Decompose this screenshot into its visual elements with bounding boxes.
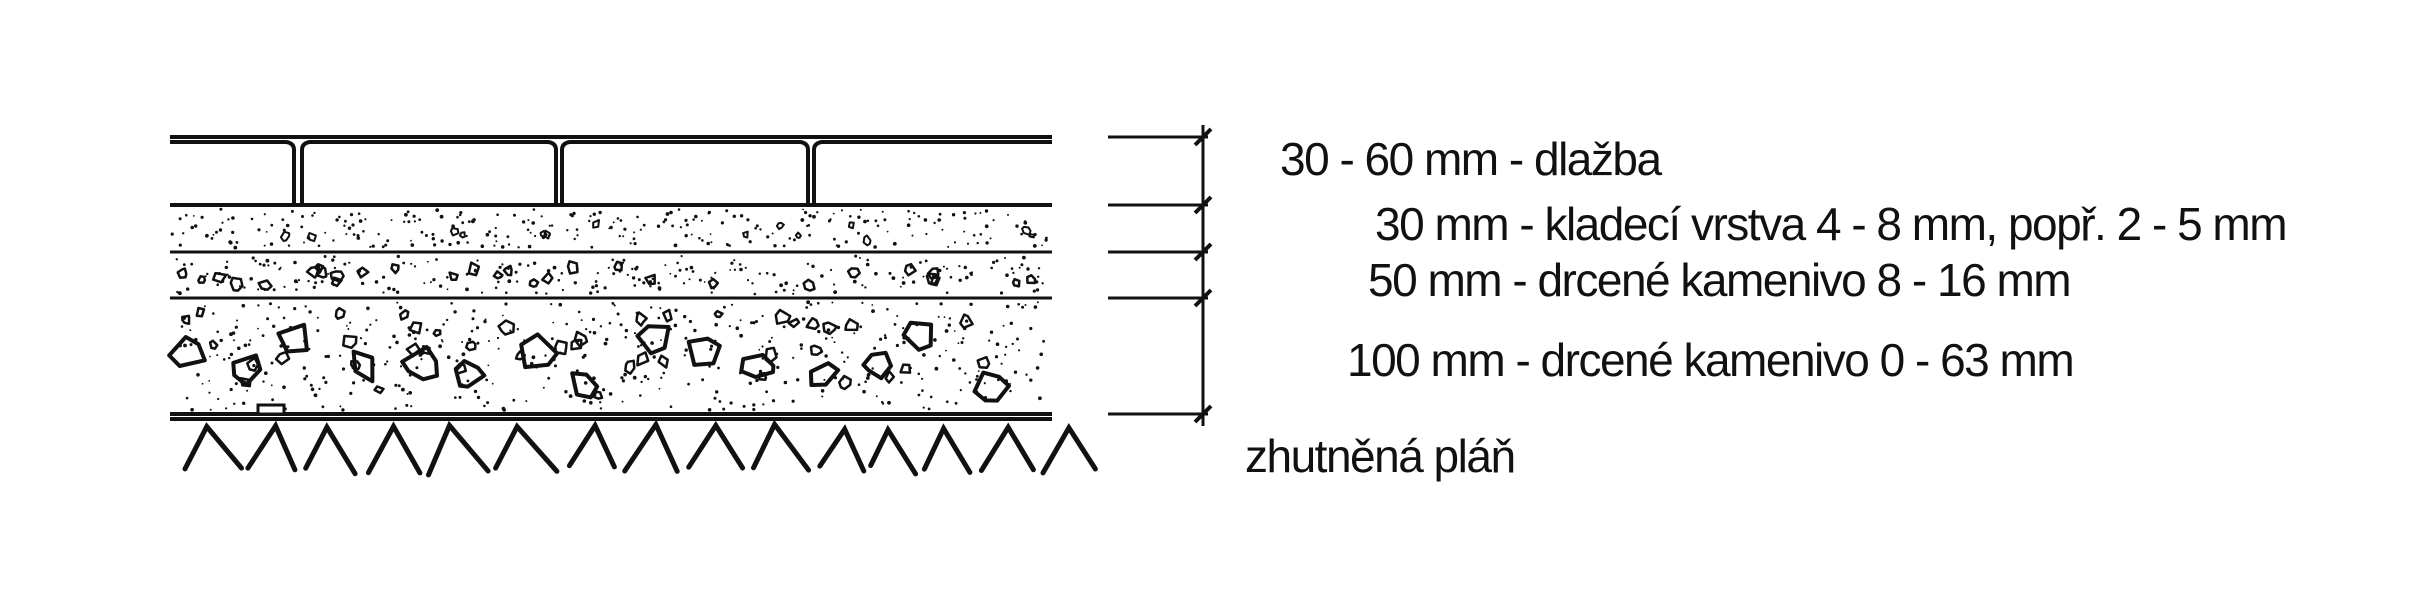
label-base: 50 mm - drcené kamenivo 8 - 16 mm <box>1368 254 2072 306</box>
dimension-lines <box>1108 125 1213 426</box>
label-bedding: 30 mm - kladecí vrstva 4 - 8 mm, popř. 2… <box>1375 198 2288 250</box>
subbase-layer <box>170 403 1052 421</box>
subgrade-hatching <box>182 419 1098 478</box>
paving-block <box>812 140 1052 205</box>
paving-block <box>170 140 296 205</box>
aggregate-fill <box>167 207 1048 412</box>
label-paving: 30 - 60 mm - dlažba <box>1280 133 1662 185</box>
paving-layer <box>170 135 1052 207</box>
label-subgrade: zhutněná pláň <box>1245 430 1516 482</box>
paving-block <box>560 140 810 205</box>
paving-block <box>300 140 558 205</box>
label-subbase: 100 mm - drcené kamenivo 0 - 63 mm <box>1347 334 2075 386</box>
